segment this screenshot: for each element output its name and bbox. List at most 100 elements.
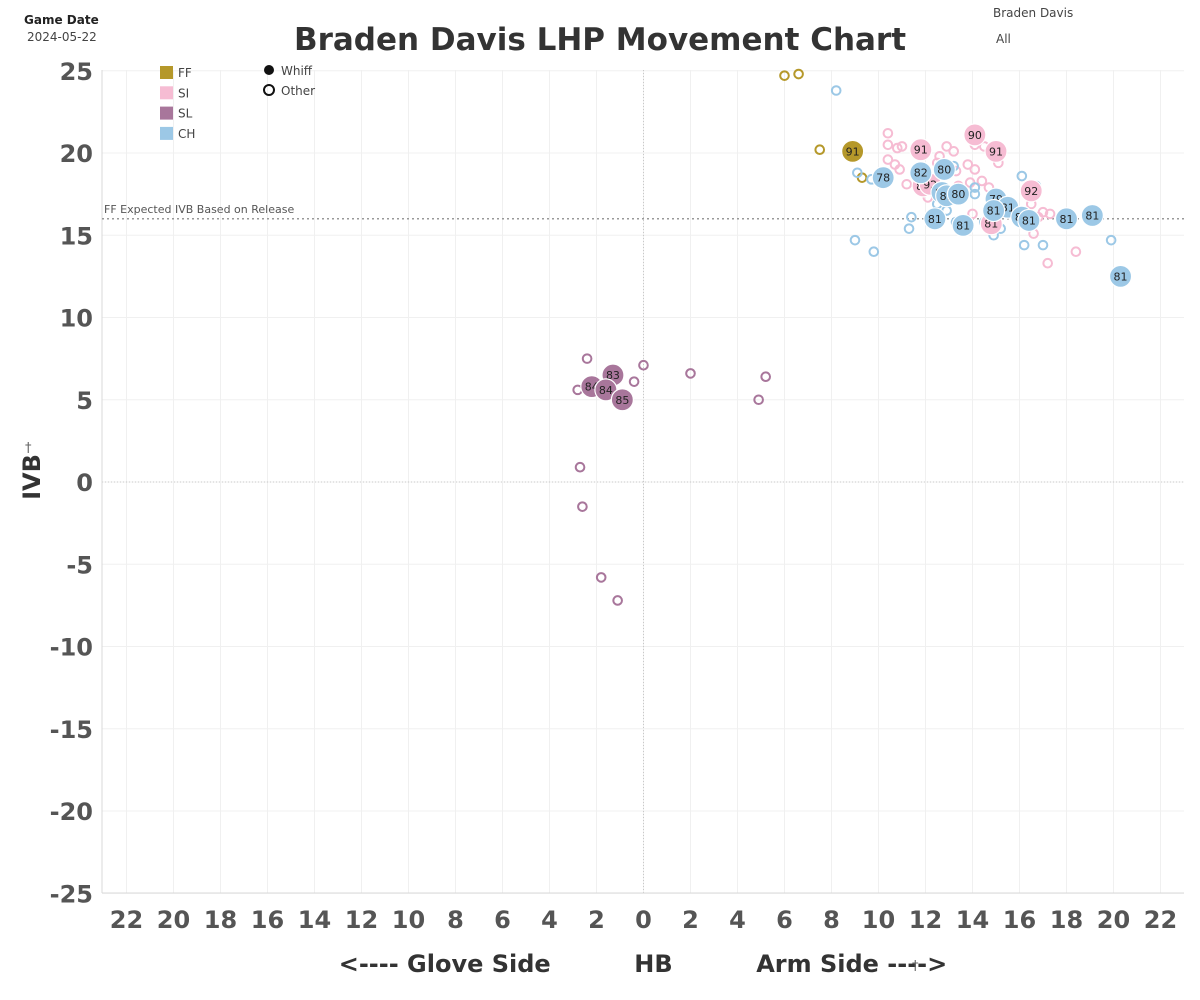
pitch-point-si-whiff[interactable] [1019,179,1043,203]
pitch-point-ch-whiff[interactable] [951,213,975,237]
pitch-point-sl[interactable] [581,353,593,364]
chart-title: Braden Davis LHP Movement Chart [293,22,907,58]
pitch-point-si[interactable] [896,141,908,152]
legend-label-ch: CH [178,127,195,141]
legend-marker-other[interactable] [263,84,275,96]
pitch-point-si[interactable] [962,159,974,170]
pitch-point-sl[interactable] [612,595,623,606]
pitch-point-si[interactable] [969,164,981,175]
pitch-point-ch-whiff[interactable] [1108,264,1133,288]
x-tick-label: 2 [588,906,605,934]
pitch-point-ch[interactable] [1037,239,1049,251]
pitch-point-ff[interactable] [814,144,826,156]
pitch-point-sl[interactable] [577,501,588,512]
legend-swatch-ff[interactable] [160,66,173,79]
pitch-velo-label: 80 [937,163,951,176]
pitch-point-ch-whiff[interactable] [909,161,933,185]
pitch-velo-label: 81 [1022,214,1036,227]
pin-icon[interactable]: † [912,959,919,974]
pitch-point-si[interactable] [1044,208,1056,220]
legend-swatch-sl[interactable] [160,106,173,120]
x-tick-label: 16 [1003,906,1036,934]
x-tick-label: 18 [204,906,237,934]
legend-label-sl: SL [178,107,193,121]
pitch-point-si[interactable] [967,208,978,220]
pitch-point-si[interactable] [892,142,903,154]
x-tick-label: 6 [776,906,793,934]
pitch-point-ch[interactable] [1105,234,1117,246]
pitch-velo-label: 80 [951,188,965,201]
game-date-label: Game Date [24,13,99,27]
pitch-point-sl[interactable] [628,376,640,387]
reference-line-group: FF Expected IVB Based on Release [102,203,1184,220]
pitch-point-si[interactable] [1042,257,1053,269]
pitch-point-sl[interactable] [595,572,607,583]
x-tick-label: 16 [251,906,284,934]
pitch-point-si[interactable] [976,175,988,187]
pitch-point-sl[interactable] [638,359,649,371]
x-axis-title: <---- Glove Side HB Arm Side ----> [339,950,948,978]
pitch-point-si-whiff[interactable] [909,138,933,162]
legend-label-other: Other [281,84,315,98]
pitch-point-ch[interactable] [969,182,981,193]
pitch-point-ch[interactable] [903,223,915,234]
legend-swatch-si[interactable] [160,86,173,100]
x-tick-label: 14 [298,906,331,934]
pitch-point-si[interactable] [882,127,894,139]
pitch-point-si[interactable] [882,154,894,165]
pitch-point-si[interactable] [901,178,913,190]
pitch-point-ch[interactable] [868,246,880,257]
pitch-point-sl[interactable] [685,368,696,379]
pitch-point-si[interactable] [941,141,952,152]
pitcher-filter[interactable]: Braden Davis [993,6,1074,20]
pitch-point-ch-whiff[interactable] [932,157,956,182]
pitch-point-ch[interactable] [1018,239,1030,251]
pitch-point-ch-whiff[interactable] [982,198,1006,223]
pin-icon[interactable]: † [25,441,32,456]
pitch-point-si-whiff[interactable] [984,139,1008,163]
pitch-point-si[interactable] [882,139,894,151]
pitch-point-ch[interactable] [849,234,861,246]
x-tick-label: 20 [1097,906,1130,934]
pitch-point-ch-whiff[interactable] [1080,203,1104,228]
pitch-point-ch-whiff[interactable] [871,166,895,190]
pitch-point-ch[interactable] [1016,170,1028,182]
y-tick-label: 25 [60,58,93,86]
pitch-point-ff[interactable] [779,70,790,81]
pitch-point-ch-whiff[interactable] [1017,208,1041,233]
y-tick-label: 0 [76,469,93,497]
game-date-value[interactable]: 2024-05-22 [27,30,97,44]
pitch-point-ff-whiff[interactable] [841,139,865,163]
pitch-velo-label: 81 [1060,213,1074,226]
y-tick-label: -10 [50,634,93,662]
x-tick-label: 12 [345,906,378,934]
pitch-point-ch-whiff[interactable] [946,182,971,206]
pitch-point-ch[interactable] [969,188,981,200]
pitch-point-ff[interactable] [793,68,804,80]
pitch-point-si[interactable] [948,146,960,157]
pitch-velo-label: 91 [989,145,1003,158]
x-tick-label: 10 [392,906,425,934]
pitch-velo-label: 83 [606,369,620,382]
pitch-point-si[interactable] [1070,246,1082,257]
y-tick-label: 5 [76,387,93,415]
pitch-point-ch-whiff[interactable] [923,207,947,231]
data-points: 9191899290919281838484857882808181808181… [572,68,1133,606]
legend-marker-whiff[interactable] [264,65,274,75]
pitch-point-si[interactable] [1037,206,1049,218]
y-tick-label: 10 [60,305,93,333]
pitch-point-sl[interactable] [574,461,586,473]
pitch-type-filter[interactable]: All [996,32,1011,46]
pitch-point-ch[interactable] [852,167,863,179]
pitch-point-ch[interactable] [830,85,842,96]
pitch-point-si-whiff[interactable] [963,123,987,147]
pitch-point-sl[interactable] [753,394,764,406]
pitch-point-ch-whiff[interactable] [1054,207,1079,231]
pitch-point-si[interactable] [894,164,905,175]
pitch-point-sl[interactable] [760,371,772,383]
pitch-point-sl-whiff[interactable] [610,388,634,412]
pitch-point-ch[interactable] [906,211,917,223]
y-tick-label: -20 [50,798,93,826]
legend-swatch-ch[interactable] [160,126,173,140]
